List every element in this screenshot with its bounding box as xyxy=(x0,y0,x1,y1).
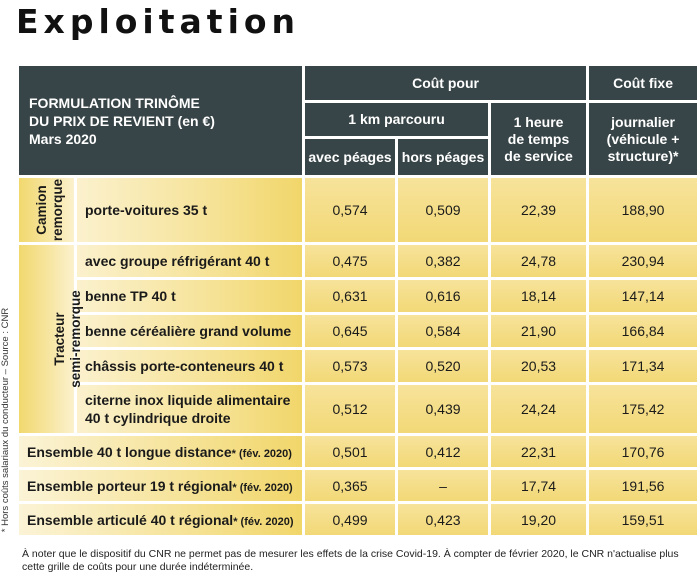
cell-hors-peages: – xyxy=(398,470,489,501)
cell-hors-peages: 0,412 xyxy=(398,436,489,467)
row-label: benne céréalière grand volume xyxy=(77,315,303,347)
row-label-date: * (fév. 2020) xyxy=(233,515,294,528)
cell-avec-peages: 0,365 xyxy=(305,470,396,501)
cell-heure: 17,74 xyxy=(491,470,587,501)
group-camion-line2: remorque xyxy=(50,178,66,242)
table-row: Ensemble 40 t longue distance* (fév. 202… xyxy=(19,436,698,467)
cell-heure: 22,39 xyxy=(491,178,587,242)
header-title-line2: DU PRIX DE REVIENT (en €) xyxy=(29,112,215,129)
row-label: châssis porte-conteneurs 40 t xyxy=(77,350,303,382)
cell-fixe: 159,51 xyxy=(589,504,698,535)
row-label: citerne inox liquide alimentaire 40 t cy… xyxy=(77,385,303,433)
row-label-text: Ensemble 40 t longue distance xyxy=(27,443,232,460)
cell-fixe: 147,14 xyxy=(589,280,698,312)
cell-hors-peages: 0,616 xyxy=(398,280,489,312)
group-tracteur-semi-remorque: Tracteur semi-remorque xyxy=(19,245,83,433)
cell-heure: 19,20 xyxy=(491,504,587,535)
header-journalier: journalier (véhicule + structure)* xyxy=(589,103,698,175)
header-heure-line2: de temps xyxy=(507,130,570,147)
cell-fixe: 170,76 xyxy=(589,436,698,467)
header-journalier-line1: journalier xyxy=(611,113,675,130)
row-label-date: * (fév. 2020) xyxy=(232,481,293,494)
header-hors-peages: hors péages xyxy=(398,139,489,175)
header-title-line1: FORMULATION TRINÔME xyxy=(29,94,200,111)
table-row: châssis porte-conteneurs 40 t 0,573 0,52… xyxy=(19,350,698,382)
cell-heure: 18,14 xyxy=(491,280,587,312)
row-label: benne TP 40 t xyxy=(77,280,303,312)
header-journalier-line3: structure)* xyxy=(607,147,679,164)
group-tracteur-line2: semi-remorque xyxy=(67,290,83,388)
cell-avec-peages: 0,631 xyxy=(305,280,396,312)
table-row: Ensemble articulé 40 t régional* (fév. 2… xyxy=(19,504,698,535)
row-label: porte-voitures 35 t xyxy=(77,178,303,242)
cell-hors-peages: 0,439 xyxy=(398,385,489,433)
table-row: Ensemble porteur 19 t régional* (fév. 20… xyxy=(19,470,698,501)
cell-avec-peages: 0,499 xyxy=(305,504,396,535)
page-title: Exploitation xyxy=(16,2,301,41)
table-row: benne TP 40 t 0,631 0,616 18,14 147,14 xyxy=(19,280,698,312)
cell-fixe: 230,94 xyxy=(589,245,698,277)
group-camion-line1: Camion xyxy=(34,185,50,235)
row-label-line2: 40 t cylindrique droite xyxy=(85,410,231,426)
cell-avec-peages: 0,645 xyxy=(305,315,396,347)
cell-heure: 24,24 xyxy=(491,385,587,433)
header-km-parcouru: 1 km parcouru xyxy=(305,103,489,136)
cell-hors-peages: 0,584 xyxy=(398,315,489,347)
row-label-ensemble: Ensemble 40 t longue distance* (fév. 202… xyxy=(19,436,303,467)
cell-avec-peages: 0,512 xyxy=(305,385,396,433)
header-title-line3: Mars 2020 xyxy=(29,130,97,147)
cell-heure: 21,90 xyxy=(491,315,587,347)
cell-heure: 20,53 xyxy=(491,350,587,382)
row-label-text: Ensemble articulé 40 t régional xyxy=(27,511,234,528)
cell-fixe: 171,34 xyxy=(589,350,698,382)
cell-heure: 22,31 xyxy=(491,436,587,467)
cell-hors-peages: 0,520 xyxy=(398,350,489,382)
header-heure-line1: 1 heure xyxy=(513,113,564,130)
header-heure-line3: de service xyxy=(504,147,573,164)
cell-fixe: 166,84 xyxy=(589,315,698,347)
header-heure-service: 1 heure de temps de service xyxy=(491,103,587,175)
row-label-line1: citerne inox liquide alimentaire xyxy=(85,392,291,408)
header-cout-pour: Coût pour xyxy=(305,66,587,100)
row-label: avec groupe réfrigérant 40 t xyxy=(77,245,303,277)
cell-hors-peages: 0,509 xyxy=(398,178,489,242)
cell-avec-peages: 0,501 xyxy=(305,436,396,467)
group-camion-remorque: Camion remorque xyxy=(19,178,74,242)
cell-hors-peages: 0,382 xyxy=(398,245,489,277)
cost-table: FORMULATION TRINÔME DU PRIX DE REVIENT (… xyxy=(16,63,700,538)
header-journalier-line2: (véhicule + xyxy=(606,130,680,147)
cell-fixe: 175,42 xyxy=(589,385,698,433)
footnote: À noter que le dispositif du CNR ne perm… xyxy=(22,548,679,573)
cell-avec-peages: 0,573 xyxy=(305,350,396,382)
table-row: benne céréalière grand volume 0,645 0,58… xyxy=(19,315,698,347)
cell-heure: 24,78 xyxy=(491,245,587,277)
table-row: Tracteur semi-remorque avec groupe réfri… xyxy=(19,245,698,433)
table-row: Camion remorque porte-voitures 35 t 0,57… xyxy=(19,178,698,242)
table-header-title: FORMULATION TRINÔME DU PRIX DE REVIENT (… xyxy=(19,66,303,175)
table-row: citerne inox liquide alimentaire 40 t cy… xyxy=(19,385,698,433)
row-label-date: * (fév. 2020) xyxy=(231,447,292,460)
row-label-ensemble: Ensemble porteur 19 t régional* (fév. 20… xyxy=(19,470,303,501)
cell-fixe: 191,56 xyxy=(589,470,698,501)
row-label-text: Ensemble porteur 19 t régional xyxy=(27,477,233,494)
header-cout-fixe: Coût fixe xyxy=(589,66,698,100)
header-avec-peages: avec péages xyxy=(305,139,396,175)
row-label-ensemble: Ensemble articulé 40 t régional* (fév. 2… xyxy=(19,504,303,535)
group-tracteur-line1: Tracteur xyxy=(51,312,67,366)
cell-hors-peages: 0,423 xyxy=(398,504,489,535)
side-note: * Hors coûts salariaux du conducteur – S… xyxy=(0,307,11,533)
cell-fixe: 188,90 xyxy=(589,178,698,242)
cell-avec-peages: 0,574 xyxy=(305,178,396,242)
cell-avec-peages: 0,475 xyxy=(305,245,396,277)
